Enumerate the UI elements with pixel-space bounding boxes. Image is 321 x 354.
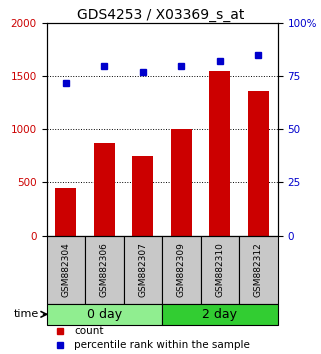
Text: GDS4253 / X03369_s_at: GDS4253 / X03369_s_at bbox=[77, 8, 244, 22]
Text: GSM882310: GSM882310 bbox=[215, 242, 224, 297]
Bar bbox=[248, 91, 269, 236]
Text: time: time bbox=[13, 309, 39, 319]
Bar bbox=[132, 156, 153, 236]
Bar bbox=[239, 236, 278, 304]
Text: count: count bbox=[74, 326, 104, 336]
Text: GSM882309: GSM882309 bbox=[177, 242, 186, 297]
Bar bbox=[209, 71, 230, 236]
Bar bbox=[85, 236, 124, 304]
Bar bbox=[47, 236, 85, 304]
Text: percentile rank within the sample: percentile rank within the sample bbox=[74, 340, 250, 350]
Text: GSM882312: GSM882312 bbox=[254, 242, 263, 297]
Bar bbox=[47, 304, 162, 325]
Text: GSM882306: GSM882306 bbox=[100, 242, 109, 297]
Text: GSM882307: GSM882307 bbox=[138, 242, 147, 297]
Text: GSM882304: GSM882304 bbox=[61, 242, 70, 297]
Bar bbox=[162, 236, 201, 304]
Text: 0 day: 0 day bbox=[87, 308, 122, 321]
Bar bbox=[124, 236, 162, 304]
Bar bbox=[171, 129, 192, 236]
Bar bbox=[162, 304, 278, 325]
Bar bbox=[201, 236, 239, 304]
Bar bbox=[55, 188, 76, 236]
Text: 2 day: 2 day bbox=[202, 308, 238, 321]
Bar bbox=[94, 143, 115, 236]
